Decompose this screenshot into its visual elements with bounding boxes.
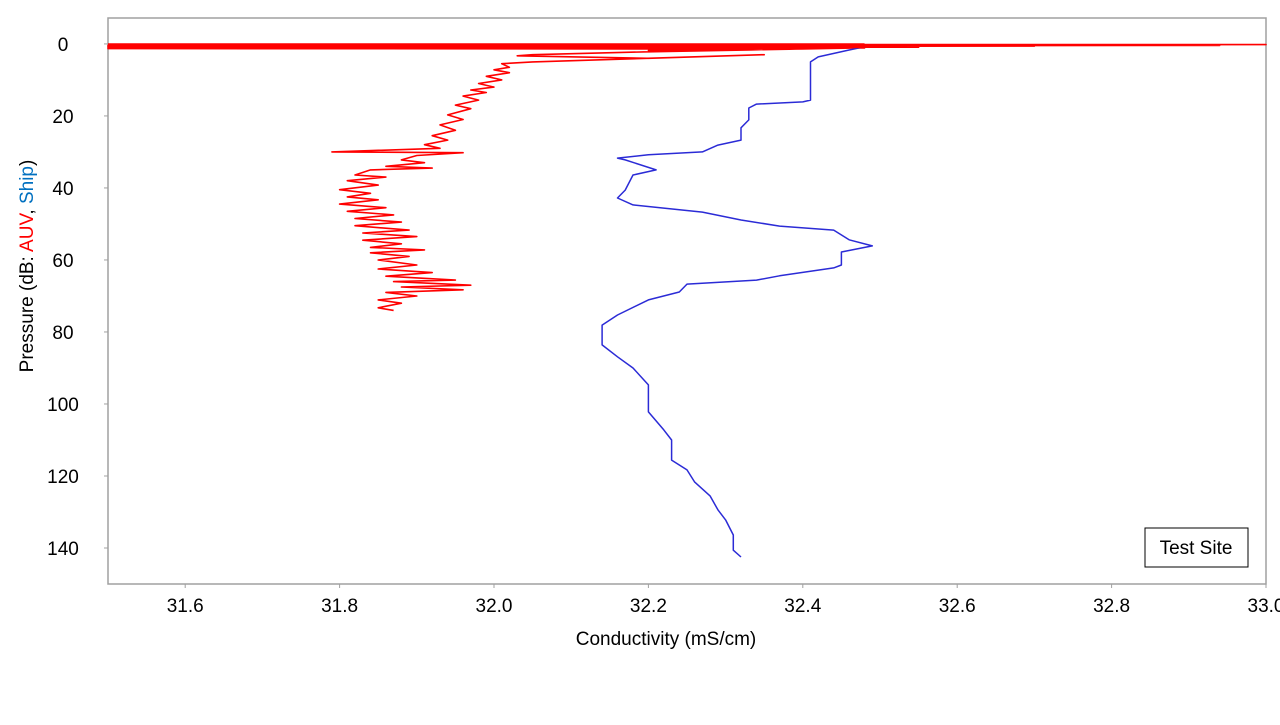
x-tick-label: 32.2 xyxy=(630,596,667,617)
x-tick-label: 33.0 xyxy=(1248,596,1280,617)
y-label-prefix: Pressure (dB: xyxy=(17,252,38,372)
x-axis: 31.6 31.8 32.0 32.2 32.4 32.6 32.8 33.0 xyxy=(167,584,1280,617)
x-tick-label: 32.8 xyxy=(1093,596,1130,617)
y-axis-label: Pressure (dB: AUV, Ship) xyxy=(17,160,38,373)
auv-profile-line xyxy=(107,43,1267,312)
y-label-auv: AUV xyxy=(17,213,38,252)
y-tick-label: 140 xyxy=(47,539,79,560)
x-tick-label: 32.4 xyxy=(784,596,821,617)
annotation-test-site: Test Site xyxy=(1160,538,1233,559)
y-tick-label: 20 xyxy=(52,107,73,128)
y-axis: 0 20 40 60 80 100 120 140 xyxy=(47,35,108,560)
x-tick-label: 31.8 xyxy=(321,596,358,617)
x-tick-label: 32.0 xyxy=(476,596,513,617)
series-group xyxy=(107,43,1267,558)
plot-frame xyxy=(107,17,1267,585)
y-label-suffix: ) xyxy=(17,160,38,166)
ship-profile-line xyxy=(601,46,874,558)
y-tick-label: 0 xyxy=(58,35,69,56)
y-tick-label: 40 xyxy=(52,179,73,200)
x-tick-label: 31.6 xyxy=(167,596,204,617)
y-tick-label: 100 xyxy=(47,395,79,416)
y-label-ship: Ship xyxy=(17,166,38,204)
legend-box: Test Site xyxy=(1144,527,1249,568)
y-tick-label: 120 xyxy=(47,467,79,488)
y-tick-label: 80 xyxy=(52,323,73,344)
x-tick-label: 32.6 xyxy=(939,596,976,617)
x-axis-label: Conductivity (mS/cm) xyxy=(576,629,757,650)
y-tick-label: 60 xyxy=(52,251,73,272)
y-label-sep: , xyxy=(17,204,38,215)
